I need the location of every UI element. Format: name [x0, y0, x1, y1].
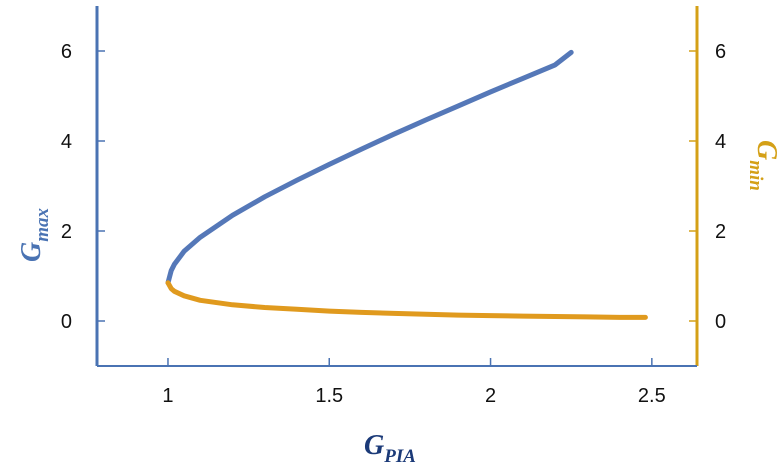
y-left-tick-label: 2 [61, 221, 72, 243]
series-line-gmax [165, 49, 574, 286]
y-left-tick-label: 4 [61, 131, 72, 153]
y-left-axis-title: Gmax [16, 207, 53, 262]
y-right-tick-label: 4 [715, 131, 726, 153]
x-tick-label: 1.5 [315, 385, 343, 407]
x-tick-label: 2 [485, 385, 496, 407]
y-left-tick-label: 0 [61, 311, 72, 333]
x-tick-label: 2.5 [638, 385, 666, 407]
series-line-gmin [165, 280, 648, 320]
y-left-tick-label: 6 [61, 41, 72, 63]
ticks: 1 1.5 2 2.5 0 0 2 2 4 4 6 6 [61, 41, 726, 407]
y-right-tick-label: 6 [715, 41, 726, 63]
y-right-tick-label: 0 [715, 311, 726, 333]
x-axis-title: GPIA [364, 430, 416, 466]
y-right-tick-label: 2 [715, 221, 726, 243]
x-tick-label: 1 [162, 385, 173, 407]
axes [95, 6, 699, 367]
axis-titles: GPIA Gmax Gmin [16, 140, 782, 466]
plot-lines [165, 49, 648, 320]
y-right-axis-title: Gmin [745, 140, 782, 191]
